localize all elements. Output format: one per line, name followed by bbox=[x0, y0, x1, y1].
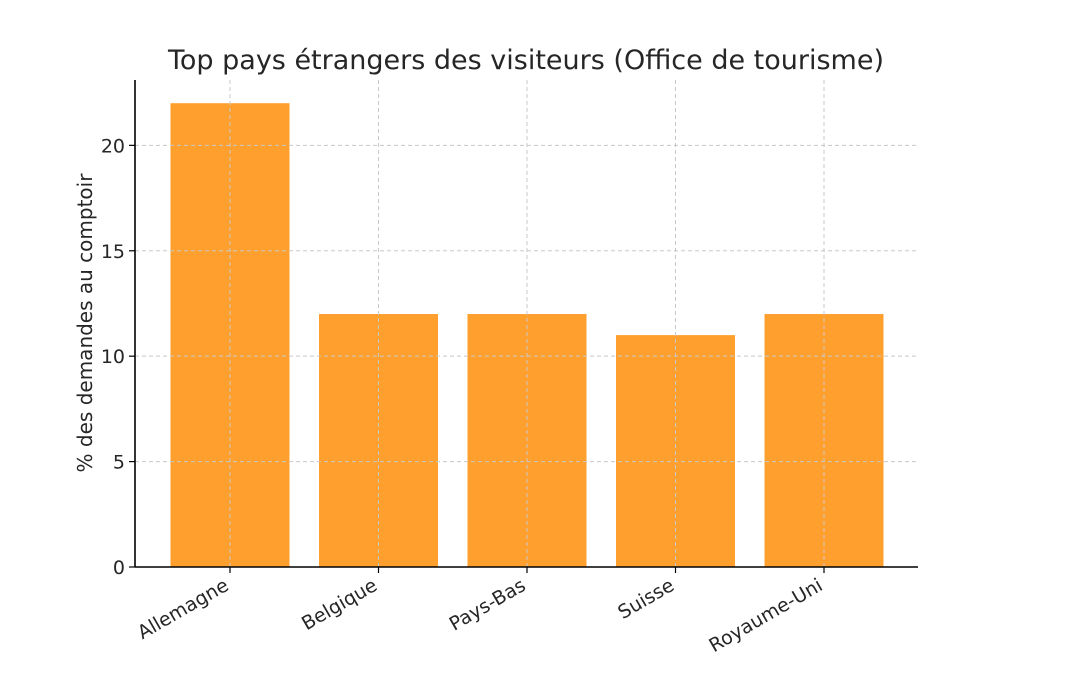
chart-title: Top pays étrangers des visiteurs (Office… bbox=[167, 45, 884, 76]
grid bbox=[135, 80, 918, 567]
x-tick-label: Suisse bbox=[614, 574, 678, 623]
x-tick-label: Royaume-Uni bbox=[705, 574, 826, 657]
x-tick-label: Allemagne bbox=[134, 574, 233, 644]
y-tick-label: 15 bbox=[101, 241, 125, 263]
x-axis-ticks: Allemagne Belgique Pays-Bas Suisse Royaume-U… bbox=[134, 567, 827, 657]
y-tick-label: 0 bbox=[113, 557, 125, 579]
y-tick-label: 10 bbox=[101, 346, 125, 368]
y-tick-label: 20 bbox=[101, 135, 125, 157]
y-axis-label: % des demandes au comptoir bbox=[73, 173, 97, 473]
x-tick-label: Belgique bbox=[298, 574, 381, 635]
axes bbox=[134, 80, 918, 568]
y-tick-label: 5 bbox=[113, 452, 125, 474]
x-tick-label: Pays-Bas bbox=[446, 574, 530, 635]
y-axis-ticks: 0 5 10 15 20 bbox=[101, 135, 135, 579]
